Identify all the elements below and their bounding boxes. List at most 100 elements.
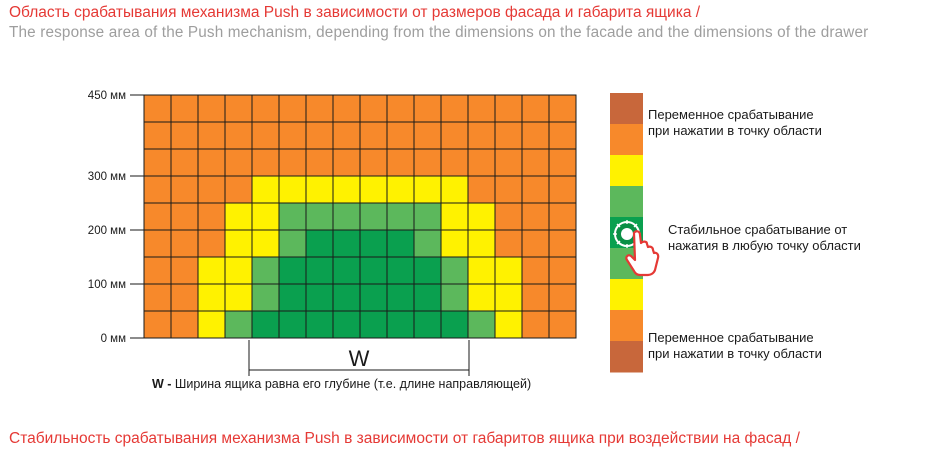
grid-cell <box>494 283 523 312</box>
grid-cell <box>224 175 253 204</box>
grid-cell <box>467 283 496 312</box>
grid-cell <box>521 202 550 231</box>
legend-swatch <box>610 93 643 125</box>
legend-variable-top: Переменное срабатывание при нажатии в то… <box>648 107 822 139</box>
width-marker: W <box>248 340 470 376</box>
grid-cell <box>224 229 253 258</box>
grid-cell <box>170 148 199 177</box>
grid-cell <box>548 283 577 312</box>
grid-cell <box>251 229 280 258</box>
grid-cell <box>548 256 577 285</box>
grid-cell <box>467 256 496 285</box>
y-axis: 450 мм 300 мм 200 мм 100 мм 0 мм <box>88 90 144 345</box>
grid-cell <box>386 202 415 231</box>
grid-cell <box>413 310 442 339</box>
grid-cell <box>332 229 361 258</box>
grid-cell <box>305 148 334 177</box>
grid-cell <box>440 283 469 312</box>
grid-cell <box>467 121 496 150</box>
grid-cell <box>170 283 199 312</box>
legend-variable-bottom-line1: Переменное срабатывание <box>648 330 814 345</box>
grid-cell <box>494 121 523 150</box>
grid-cell <box>440 94 469 123</box>
hand-press-icon <box>613 220 660 277</box>
grid-cell <box>413 283 442 312</box>
grid-cell <box>386 310 415 339</box>
grid-cell <box>224 94 253 123</box>
legend-swatch <box>610 341 643 373</box>
grid-cell <box>197 310 226 339</box>
grid-cell <box>143 256 172 285</box>
grid-cell <box>494 310 523 339</box>
grid-cell <box>197 175 226 204</box>
y-axis-label: 300 мм <box>88 171 126 183</box>
grid-cell <box>224 283 253 312</box>
grid-cell <box>332 310 361 339</box>
grid-cell <box>413 148 442 177</box>
grid-cell <box>494 94 523 123</box>
grid-cell <box>467 175 496 204</box>
grid-cell <box>440 121 469 150</box>
grid-cell <box>251 283 280 312</box>
title-russian: Область срабатывания механизма Push в за… <box>9 4 701 21</box>
grid-cell <box>359 121 388 150</box>
grid-cell <box>278 121 307 150</box>
grid-cell <box>386 256 415 285</box>
legend-variable-top-line1: Переменное срабатывание <box>648 107 814 122</box>
grid-cell <box>332 202 361 231</box>
grid-cell <box>548 121 577 150</box>
grid-cell <box>170 175 199 204</box>
grid-cell <box>278 148 307 177</box>
grid-cell <box>359 175 388 204</box>
grid-cell <box>305 202 334 231</box>
grid-cell <box>197 121 226 150</box>
grid-cell <box>413 229 442 258</box>
grid-cell <box>170 310 199 339</box>
legend-stable: Стабильное срабатывание от нажатия в люб… <box>668 222 861 254</box>
grid-cell <box>386 121 415 150</box>
legend-stable-line2: нажатия в любую точку области <box>668 238 861 253</box>
grid-cell <box>467 148 496 177</box>
grid-cell <box>197 283 226 312</box>
grid-cell <box>332 94 361 123</box>
grid-cell <box>251 148 280 177</box>
grid-cell <box>413 121 442 150</box>
legend-swatch <box>610 155 643 187</box>
grid-cell <box>521 229 550 258</box>
grid-cell <box>521 283 550 312</box>
legend-swatch <box>610 124 643 156</box>
grid-cell <box>143 148 172 177</box>
grid-cell <box>359 256 388 285</box>
grid-cell <box>548 202 577 231</box>
grid-cell <box>494 202 523 231</box>
grid-cell <box>359 94 388 123</box>
y-axis-label: 450 мм <box>88 90 126 102</box>
grid-cell <box>224 148 253 177</box>
grid-cell <box>251 121 280 150</box>
grid-cell <box>359 229 388 258</box>
grid-cell <box>332 148 361 177</box>
grid-cell <box>170 229 199 258</box>
grid-cell <box>386 283 415 312</box>
grid-cell <box>305 229 334 258</box>
grid-cell <box>359 310 388 339</box>
grid-cell <box>278 283 307 312</box>
grid-cell <box>197 256 226 285</box>
grid-cell <box>386 229 415 258</box>
grid-cell <box>467 94 496 123</box>
grid-cell <box>521 256 550 285</box>
grid-cell <box>224 202 253 231</box>
grid-cell <box>359 148 388 177</box>
grid-cell <box>521 121 550 150</box>
grid-cell <box>332 121 361 150</box>
legend-swatch <box>610 279 643 311</box>
grid-cell <box>224 256 253 285</box>
grid-cell <box>170 202 199 231</box>
grid-cell <box>143 121 172 150</box>
grid-cell <box>170 256 199 285</box>
grid-cell <box>467 310 496 339</box>
grid-cell <box>224 310 253 339</box>
grid-cell <box>386 94 415 123</box>
grid-cell <box>521 94 550 123</box>
